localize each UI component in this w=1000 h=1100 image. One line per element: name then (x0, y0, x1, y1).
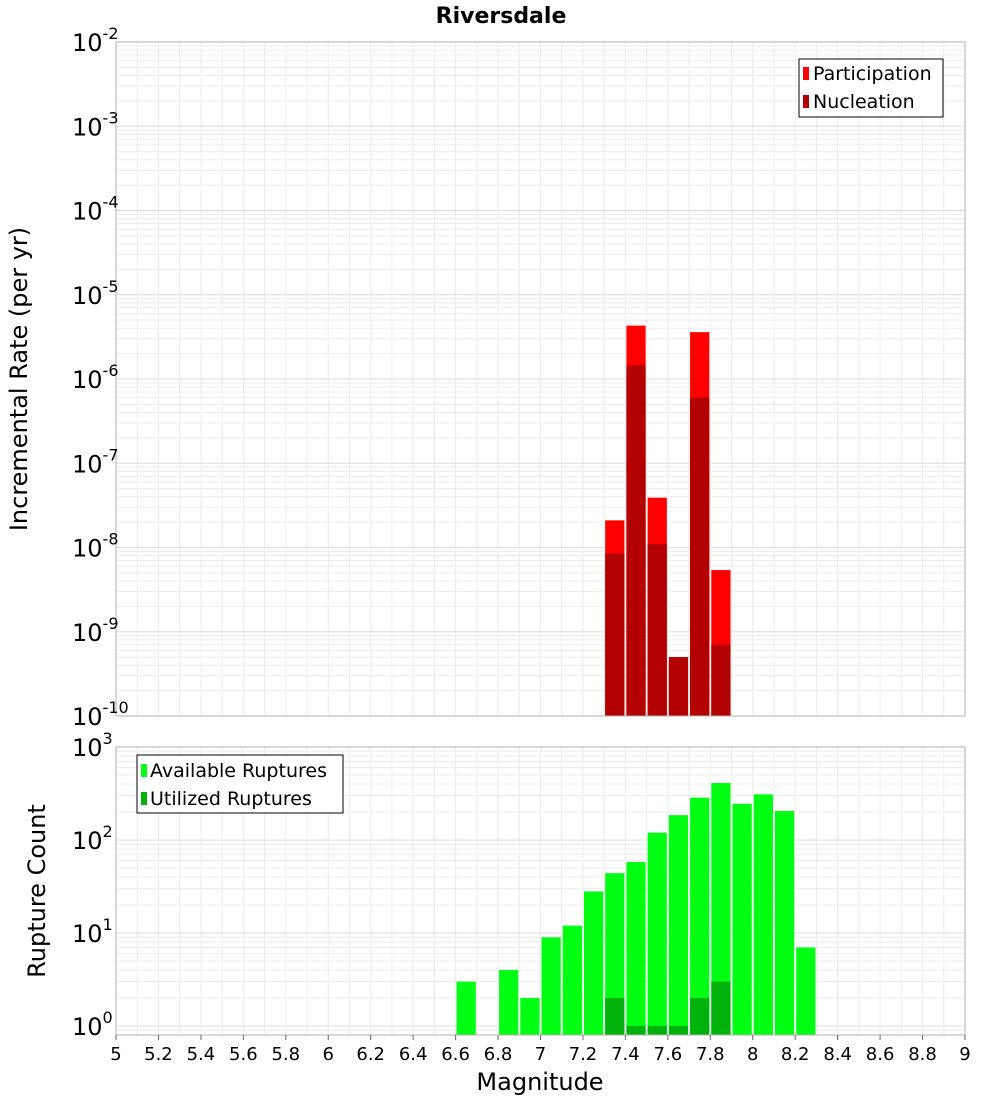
bar-utilized-ruptures (647, 1025, 667, 1035)
x-tick-label: 8.2 (781, 1044, 810, 1065)
top-panel: 10-10 10-9 10-8 10-7 10-6 10-5 10-4 10-3 10-2 In… (5, 24, 966, 731)
top-legend: Participation Nucleation (798, 58, 944, 118)
y-tick-label: 10-4 (72, 193, 119, 226)
bottom-y-axis-label: Rupture Count (23, 804, 51, 978)
bottom-bars (456, 783, 816, 1035)
bar-utilized-ruptures (690, 997, 710, 1035)
x-tick-label: 8.4 (823, 1044, 852, 1065)
x-tick-label: 5.4 (187, 1044, 216, 1065)
y-tick-label: 100 (72, 1008, 113, 1041)
x-tick-label: 5.2 (144, 1044, 173, 1065)
x-tick-label: 7.8 (696, 1044, 725, 1065)
x-tick-label: 7.4 (611, 1044, 640, 1065)
x-tick-label: 7 (535, 1044, 546, 1065)
bar-available-ruptures (711, 783, 731, 1035)
bar-utilized-ruptures (626, 1025, 646, 1035)
top-y-axis-label: Incremental Rate (per yr) (5, 227, 33, 531)
x-tick-label: 7.6 (654, 1044, 683, 1065)
x-tick-label: 6.4 (399, 1044, 428, 1065)
bottom-y-ticks: 100 101 102 103 (72, 729, 113, 1041)
bar-available-ruptures (647, 832, 667, 1035)
x-tick-label: 9 (959, 1044, 970, 1065)
legend-label-nucleation: Nucleation (813, 91, 915, 113)
top-grid (115, 41, 966, 717)
x-tick-label: 5.8 (271, 1044, 300, 1065)
top-bars (605, 325, 731, 716)
y-tick-label: 10-10 (72, 698, 129, 731)
bar-nucleation (690, 397, 710, 716)
legend-swatch-participation (803, 67, 809, 80)
x-tick-label: 7.2 (569, 1044, 598, 1065)
bar-available-ruptures (626, 861, 646, 1035)
bar-nucleation (605, 553, 625, 716)
bar-nucleation (647, 544, 667, 716)
bar-utilized-ruptures (605, 997, 625, 1035)
x-tick-label: 5 (110, 1044, 121, 1065)
bottom-panel: 100 101 102 103 5 5.2 5.4 5.6 5.8 6 6.2 6.4 6.6 6.8 7… (23, 729, 971, 1096)
bar-available-ruptures (499, 969, 519, 1035)
bottom-legend-box (136, 754, 344, 814)
y-tick-label: 10-8 (72, 530, 119, 563)
bar-available-ruptures (668, 815, 689, 1035)
bar-available-ruptures (774, 811, 795, 1035)
y-tick-label: 10-3 (72, 108, 119, 141)
bar-available-ruptures (605, 873, 625, 1035)
bar-available-ruptures (520, 997, 540, 1035)
y-tick-label: 101 (72, 915, 113, 948)
y-tick-label: 103 (72, 729, 113, 762)
x-tick-label: 6.6 (441, 1044, 470, 1065)
bar-available-ruptures (456, 981, 476, 1035)
x-tick-label: 8.8 (908, 1044, 937, 1065)
bar-nucleation (626, 365, 646, 716)
legend-swatch-available (141, 764, 147, 777)
x-tick-label: 6.8 (484, 1044, 513, 1065)
y-tick-label: 10-5 (72, 277, 119, 310)
top-y-ticks: 10-10 10-9 10-8 10-7 10-6 10-5 10-4 10-3 10-2 (72, 24, 129, 731)
x-axis-label: Magnitude (476, 1068, 603, 1096)
bar-available-ruptures (690, 797, 710, 1035)
legend-swatch-nucleation (803, 95, 809, 108)
legend-label-available: Available Ruptures (150, 760, 327, 782)
bar-available-ruptures (583, 891, 604, 1035)
chart-title: Riversdale (436, 4, 567, 29)
y-tick-label: 10-7 (72, 445, 119, 478)
y-tick-label: 10-6 (72, 361, 119, 394)
bar-available-ruptures (562, 925, 582, 1035)
legend-swatch-utilized (141, 792, 147, 805)
x-tick-label: 6.2 (356, 1044, 385, 1065)
x-tick-label: 5.6 (229, 1044, 258, 1065)
bar-available-ruptures (732, 803, 752, 1035)
y-tick-label: 102 (72, 822, 113, 855)
bar-available-ruptures (541, 937, 561, 1035)
bottom-legend: Available Ruptures Utilized Ruptures (136, 754, 344, 814)
x-tick-label: 6 (323, 1044, 334, 1065)
bar-available-ruptures (753, 794, 773, 1035)
bar-available-ruptures (796, 947, 816, 1035)
top-plot-frame (115, 41, 966, 717)
legend-label-utilized: Utilized Ruptures (150, 788, 312, 810)
bar-nucleation (711, 644, 731, 716)
bar-nucleation (668, 657, 689, 716)
x-tick-label: 8 (747, 1044, 758, 1065)
y-tick-label: 10-9 (72, 614, 119, 647)
bar-utilized-ruptures (711, 981, 731, 1035)
bar-utilized-ruptures (668, 1025, 689, 1035)
y-tick-label: 10-2 (72, 24, 119, 57)
x-tick-label: 8.6 (866, 1044, 895, 1065)
top-legend-box (798, 58, 944, 118)
legend-label-participation: Participation (813, 63, 932, 85)
bottom-x-ticks: 5 5.2 5.4 5.6 5.8 6 6.2 6.4 6.6 6.8 7 7.2 7.4 7.6 7.8 8… (110, 1035, 971, 1065)
